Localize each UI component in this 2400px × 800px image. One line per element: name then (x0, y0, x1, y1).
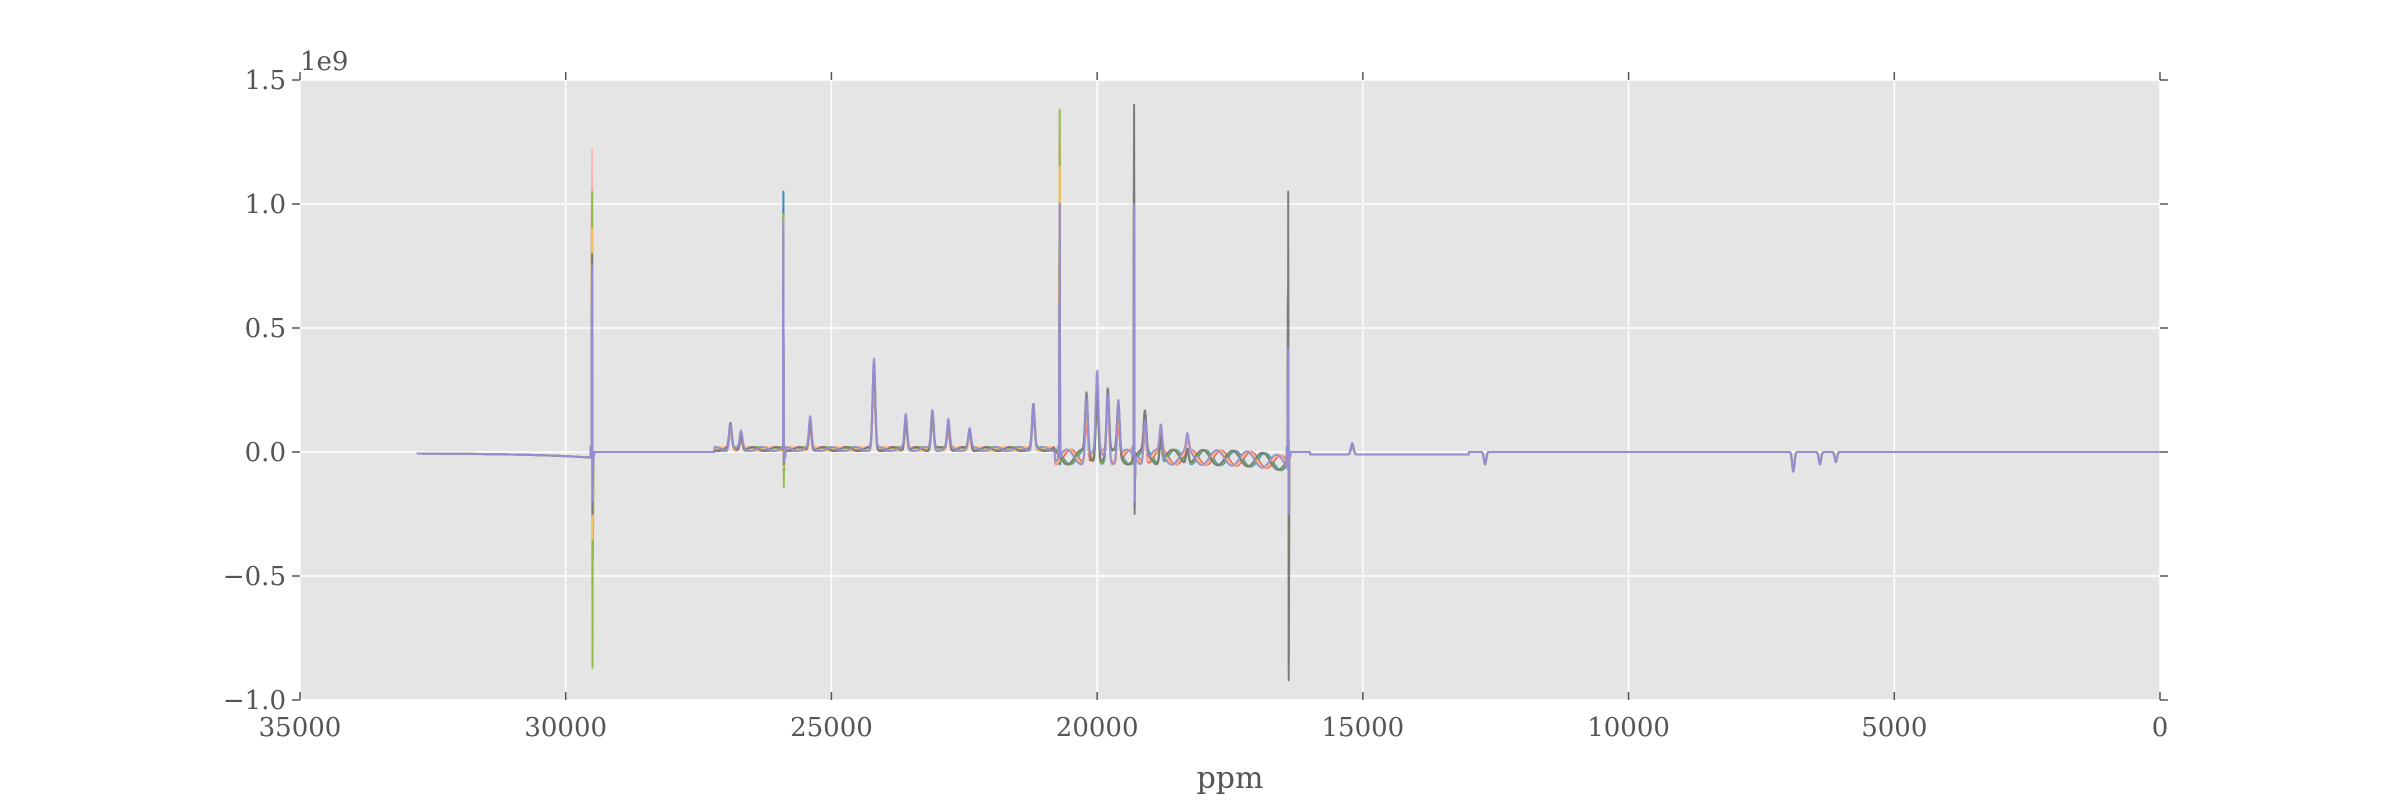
y-offset-label: 1e9 (300, 47, 348, 77)
axis-ticks (292, 72, 2168, 701)
series-line-7 (416, 203, 2161, 515)
x-tick-label: 15000 (1321, 713, 1404, 743)
y-tick-label: −1.0 (223, 686, 286, 716)
x-tick-label: 20000 (1056, 713, 1139, 743)
tick-labels: 35000 30000 25000 20000 15000 10000 5000 0 1.5 1.… (223, 66, 2168, 743)
series-layer (416, 103, 2161, 682)
x-axis-label: ppm (1197, 761, 1264, 796)
y-tick-label: 1.5 (245, 66, 286, 96)
x-tick-label: 10000 (1587, 713, 1670, 743)
x-tick-label: 25000 (790, 713, 873, 743)
x-tick-label: 35000 (259, 713, 342, 743)
x-tick-label: 0 (2152, 713, 2169, 743)
y-tick-label: 0.0 (245, 438, 286, 468)
x-tick-label: 5000 (1861, 713, 1927, 743)
y-tick-label: 1.0 (245, 190, 286, 220)
x-tick-label: 30000 (524, 713, 607, 743)
y-tick-label: −0.5 (223, 562, 286, 592)
plot-background (300, 80, 2160, 700)
y-tick-label: 0.5 (245, 314, 286, 344)
